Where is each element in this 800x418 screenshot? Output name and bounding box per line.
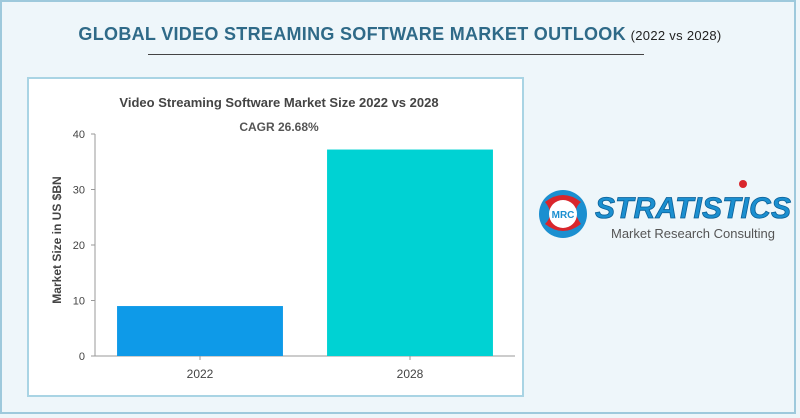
bar-2022 (117, 306, 283, 356)
page-title-main: GLOBAL VIDEO STREAMING SOFTWARE MARKET O… (78, 24, 626, 44)
bar-2028 (327, 149, 493, 356)
y-tick-label: 30 (73, 185, 85, 197)
chart-title: Video Streaming Software Market Size 202… (119, 95, 438, 110)
y-tick-label: 10 (73, 296, 85, 308)
y-tick-label: 40 (73, 129, 85, 141)
logo-graphic: MRC STRATISTICS Market Research Consulti… (539, 180, 791, 241)
page-title-sub: (2022 vs 2028) (630, 28, 722, 43)
title-underline (148, 54, 644, 55)
stratistics-logo: MRC STRATISTICS Market Research Consulti… (535, 180, 795, 250)
x-tick-label: 2022 (187, 367, 214, 381)
logo-tagline: Market Research Consulting (611, 226, 775, 241)
cagr-label: CAGR 26.68% (239, 120, 319, 134)
chart-bars (117, 149, 493, 356)
logo-brand: STRATISTICS (595, 192, 791, 225)
y-tick-label: 20 (73, 240, 85, 252)
logo-badge: MRC (552, 210, 575, 221)
x-tick-label: 2028 (397, 367, 424, 381)
bar-chart: Video Streaming Software Market Size 202… (50, 95, 515, 381)
y-tick-label: 0 (79, 351, 85, 363)
logo-globe-center (549, 200, 577, 228)
chart-panel: Video Streaming Software Market Size 202… (27, 77, 524, 397)
page-title: GLOBAL VIDEO STREAMING SOFTWARE MARKET O… (0, 24, 800, 45)
y-axis-label: Market Size in US $BN (50, 176, 64, 303)
chart-ticks: 0 10 20 30 40 2022 2028 (73, 129, 424, 381)
logo-dot-icon (739, 180, 747, 188)
